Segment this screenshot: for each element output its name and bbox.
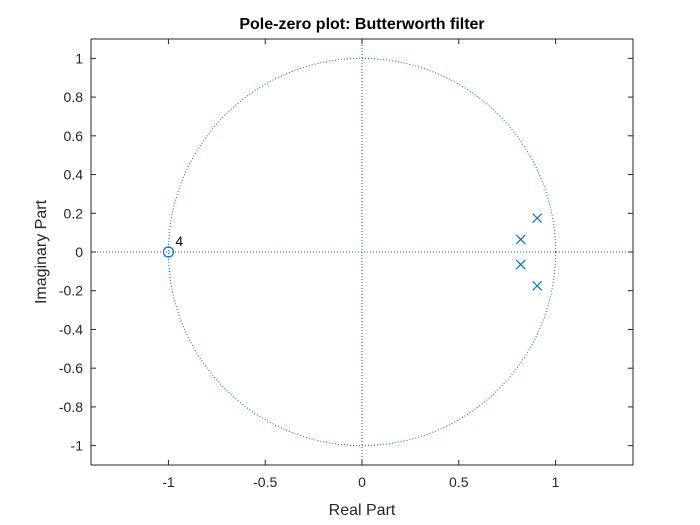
y-tick-label: 0.6 bbox=[64, 128, 84, 144]
y-tick-label: 0.4 bbox=[64, 167, 84, 183]
plot-guides bbox=[91, 39, 633, 465]
y-tick-label: -0.6 bbox=[59, 360, 83, 376]
y-tick-label: 0.8 bbox=[64, 89, 84, 105]
x-tick-label: 0 bbox=[358, 474, 366, 490]
unit-circle bbox=[167, 57, 557, 447]
x-tick-label: -1 bbox=[162, 474, 175, 490]
y-tick-label: 0 bbox=[75, 244, 83, 260]
y-tick-label: -0.4 bbox=[59, 321, 83, 337]
chart-title: Pole-zero plot: Butterworth filter bbox=[239, 16, 484, 33]
y-tick-label: 1 bbox=[75, 50, 83, 66]
x-tick-label: -0.5 bbox=[253, 474, 277, 490]
zero-multiplicity-label: 4 bbox=[175, 233, 183, 249]
pole-marker bbox=[515, 234, 526, 245]
pole-marker bbox=[515, 259, 526, 270]
x-tick-label: 0.5 bbox=[449, 474, 469, 490]
y-tick-label: -1 bbox=[71, 438, 84, 454]
x-tick-label: 1 bbox=[552, 474, 560, 490]
zero-marker bbox=[162, 246, 175, 258]
pole-marker bbox=[532, 213, 543, 224]
x-axis-title: Real Part bbox=[329, 502, 396, 519]
plot-marks: 4 bbox=[162, 213, 543, 291]
y-tick-label: -0.8 bbox=[59, 399, 83, 415]
pole-marker bbox=[532, 280, 543, 291]
y-tick-label: 0.2 bbox=[64, 205, 84, 221]
y-axis-title: Imaginary Part bbox=[33, 199, 50, 304]
y-tick-label: -0.2 bbox=[59, 283, 83, 299]
axis-ticks: -1 -0.5 0 0.5 1 1 0.8 0.6 0.4 0.2 0 -0.2 -0.4 -0.6 -0.… bbox=[59, 39, 633, 490]
